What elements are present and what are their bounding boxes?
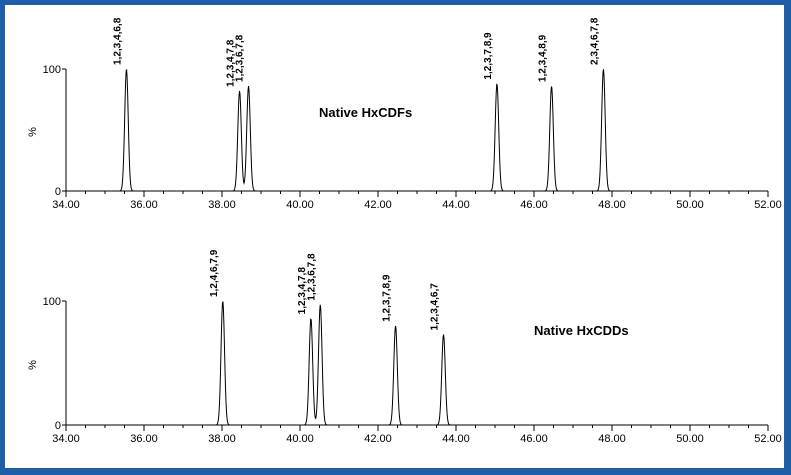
- peak-label-4: 1,2,3,7,8,9: [382, 274, 393, 322]
- peak-label-3: 1,2,3,6,7,8: [306, 253, 317, 301]
- peak-label-3: 1,2,3,6,7,8: [235, 34, 246, 82]
- peak-label-6: 2,3,4,6,7,8: [589, 17, 600, 65]
- peak-label-1: 1,2,3,4,6,8: [112, 17, 123, 65]
- peak-label-2: 1,2,3,4,7,8: [297, 267, 308, 315]
- peak-label-4: 1,2,3,7,8,9: [483, 32, 494, 80]
- x-tick-label: 46.00: [520, 433, 548, 445]
- peak-label-5: 1,2,3,4,6,7: [430, 283, 441, 331]
- x-tick-label: 34.00: [52, 199, 80, 211]
- x-tick-label: 52.00: [754, 433, 782, 445]
- chart-panel-1: 34.00 36.00 38.00 40.00 42.00 44.00 46.00 48.00…: [27, 17, 782, 211]
- peak-label-5: 1,2,3,4,8,9: [538, 34, 549, 82]
- y-tick-label: 0: [55, 186, 61, 198]
- y-tick-label: 100: [43, 64, 61, 76]
- x-tick-label: 34.00: [52, 433, 80, 445]
- x-tick-label: 52.00: [754, 199, 782, 211]
- x-tick-label: 36.00: [130, 199, 158, 211]
- x-tick-label: 36.00: [130, 433, 158, 445]
- y-axis-label: %: [27, 127, 39, 137]
- peak-label-1: 1,2,4,6,7,9: [209, 249, 220, 297]
- chart-title: Native HxCDFs: [319, 105, 412, 120]
- y-tick-label: 0: [55, 420, 61, 432]
- x-tick-label: 46.00: [520, 199, 548, 211]
- x-tick-label: 38.00: [208, 199, 236, 211]
- x-tick-label: 48.00: [598, 199, 626, 211]
- y-tick-label: 100: [43, 296, 61, 308]
- x-tick-label: 44.00: [442, 199, 470, 211]
- x-tick-label: 40.00: [286, 433, 314, 445]
- chromatogram-figure: 34.00 36.00 38.00 40.00 42.00 44.00 46.00 48.00…: [27, 17, 782, 445]
- chromatogram-panel: 34.00 36.00 38.00 40.00 42.00 44.00 46.00 48.00…: [4, 4, 785, 469]
- x-tick-label: 50.00: [676, 433, 704, 445]
- chart-title: Native HxCDDs: [534, 323, 629, 338]
- x-tick-label: 44.00: [442, 433, 470, 445]
- x-tick-label: 50.00: [676, 199, 704, 211]
- chromatogram-trace: [66, 68, 768, 192]
- y-axis-label: %: [27, 360, 39, 370]
- x-tick-label: 42.00: [364, 433, 392, 445]
- peak-label-2: 1,2,3,4,7,8: [226, 39, 237, 87]
- x-tick-label: 38.00: [208, 433, 236, 445]
- chromatogram-trace: [66, 301, 768, 426]
- x-tick-label: 42.00: [364, 199, 392, 211]
- x-tick-label: 48.00: [598, 433, 626, 445]
- x-tick-label: 40.00: [286, 199, 314, 211]
- chart-panel-2: 34.00 36.00 38.00 40.00 42.00 44.00 46.00 48.00…: [27, 249, 782, 445]
